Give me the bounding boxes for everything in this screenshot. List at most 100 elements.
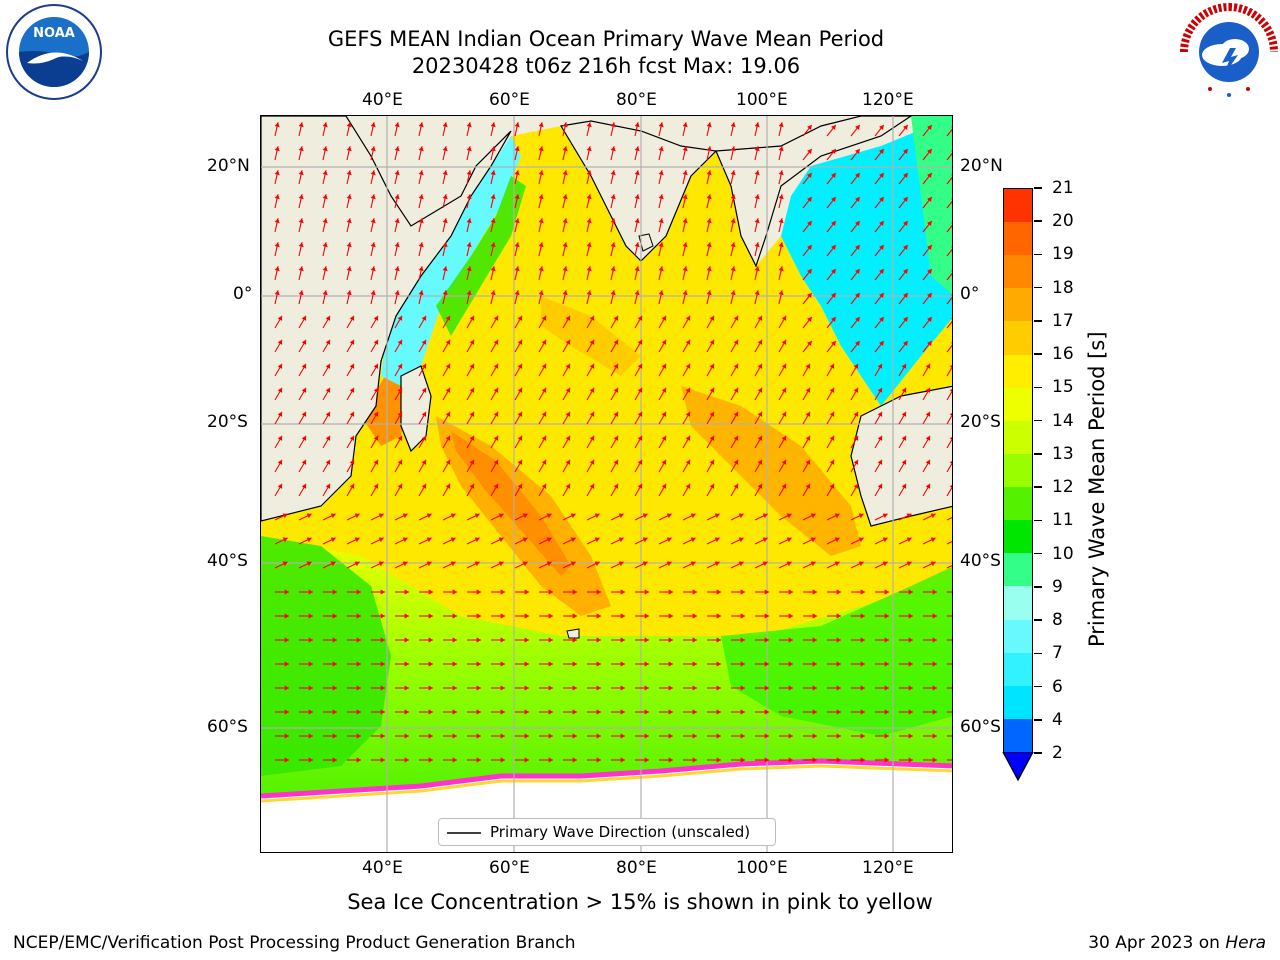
wave-arrow-head bbox=[788, 757, 793, 763]
wave-arrow-head bbox=[402, 537, 408, 543]
lon-tick-top: 40°E bbox=[362, 90, 403, 110]
wave-arrow-head bbox=[298, 122, 304, 128]
wave-arrow-head bbox=[682, 242, 688, 248]
wave-arrow-head bbox=[421, 339, 427, 345]
wave-arrow-head bbox=[356, 685, 361, 691]
wave-arrow-head bbox=[882, 561, 888, 567]
wave-arrow-head bbox=[901, 459, 907, 465]
lat-tick-right: 0° bbox=[960, 284, 980, 304]
wave-arrow-head bbox=[325, 483, 331, 489]
colorbar-tick-label: 11 bbox=[1052, 510, 1074, 531]
wave-arrow-head bbox=[301, 387, 307, 393]
wave-arrow-head bbox=[394, 242, 400, 248]
wave-arrow-head bbox=[538, 242, 544, 248]
wave-arrow-head bbox=[807, 245, 812, 250]
colorbar-tick-label: 15 bbox=[1052, 377, 1074, 398]
wave-arrow-head bbox=[322, 170, 328, 176]
colorbar-tick bbox=[1034, 519, 1042, 522]
wave-arrow-head bbox=[490, 266, 496, 272]
wave-arrow-head bbox=[927, 293, 932, 298]
wave-arrow-head bbox=[644, 661, 649, 667]
wave-arrow-head bbox=[476, 589, 481, 595]
wave-arrow-head bbox=[949, 388, 952, 392]
wave-arrow-head bbox=[706, 146, 712, 152]
wave-arrow-head bbox=[716, 661, 721, 667]
wave-arrow-head bbox=[901, 411, 907, 417]
wave-arrow-head bbox=[373, 459, 379, 465]
wave-arrow-head bbox=[807, 173, 812, 178]
wave-arrow-head bbox=[332, 613, 337, 619]
wave-arrow-head bbox=[927, 221, 932, 226]
wave-arrow-head bbox=[452, 589, 457, 595]
wave-arrow-head bbox=[949, 460, 952, 464]
wave-arrow-head bbox=[589, 387, 595, 393]
wave-arrow-head bbox=[517, 315, 523, 321]
wave-arrow-head bbox=[418, 122, 424, 128]
wave-arrow-head bbox=[812, 685, 817, 691]
wave-arrow-head bbox=[394, 194, 400, 200]
wave-arrow-head bbox=[836, 709, 841, 715]
wave-arrow-head bbox=[855, 269, 860, 274]
wave-arrow-head bbox=[618, 513, 624, 519]
wave-arrow-head bbox=[380, 661, 385, 667]
wave-arrow-head bbox=[709, 315, 715, 321]
wave-arrow-head bbox=[426, 561, 432, 567]
wave-arrow-head bbox=[330, 537, 336, 543]
wave-arrow-shaft bbox=[946, 438, 952, 449]
wave-arrow-head bbox=[474, 561, 480, 567]
wave-arrow-head bbox=[807, 197, 812, 202]
wave-arrow-head bbox=[380, 637, 385, 643]
wave-arrow-head bbox=[469, 483, 475, 489]
wave-arrow-head bbox=[930, 537, 936, 543]
wave-arrow-head bbox=[925, 387, 931, 393]
wave-arrow-head bbox=[514, 266, 520, 272]
wave-arrow-head bbox=[836, 685, 841, 691]
wave-arrow-head bbox=[805, 387, 811, 393]
wave-arrow-head bbox=[349, 339, 355, 345]
wave-arrow-head bbox=[858, 513, 864, 519]
wave-arrow-head bbox=[730, 122, 736, 128]
wave-arrow-head bbox=[445, 339, 451, 345]
wave-arrow-head bbox=[620, 637, 625, 643]
colorbar-tick-label: 19 bbox=[1052, 244, 1074, 265]
wave-arrow-head bbox=[855, 245, 860, 250]
wave-arrow-head bbox=[589, 363, 595, 369]
wave-arrow-head bbox=[308, 661, 313, 667]
wave-arrow-head bbox=[469, 459, 475, 465]
wave-arrow-head bbox=[541, 483, 547, 489]
wave-arrow-head bbox=[829, 483, 835, 489]
wave-arrow-head bbox=[764, 757, 769, 763]
wave-arrow-head bbox=[740, 709, 745, 715]
wave-arrow-head bbox=[469, 315, 475, 321]
wave-arrow-head bbox=[884, 589, 889, 595]
noaa-logo-text: NOAA bbox=[33, 26, 75, 41]
colorbar-tick bbox=[1034, 619, 1042, 621]
wave-arrow-head bbox=[450, 513, 456, 519]
wave-arrow-head bbox=[610, 122, 616, 128]
wave-arrow-shaft bbox=[946, 462, 952, 473]
colorbar-segment bbox=[1004, 222, 1032, 256]
green-patch-west bbox=[261, 536, 391, 776]
wave-arrow-head bbox=[733, 411, 739, 417]
wave-arrow-head bbox=[500, 661, 505, 667]
colorbar-tick bbox=[1034, 685, 1042, 688]
wave-arrow-head bbox=[754, 170, 760, 176]
wave-arrow-head bbox=[538, 170, 544, 176]
wave-arrow-head bbox=[692, 613, 697, 619]
wave-arrow-head bbox=[428, 589, 433, 595]
wave-arrow-head bbox=[613, 459, 619, 465]
wave-arrow-head bbox=[397, 315, 403, 321]
wave-arrow-head bbox=[716, 589, 721, 595]
wave-arrow-head bbox=[853, 435, 859, 441]
colorbar-tick-label: 16 bbox=[1052, 344, 1074, 365]
wave-arrow-head bbox=[877, 363, 883, 369]
wave-arrow-head bbox=[277, 411, 283, 417]
wave-arrow-head bbox=[620, 613, 625, 619]
wave-arrow-head bbox=[730, 218, 736, 224]
wave-arrow-head bbox=[421, 315, 427, 321]
wave-arrow-head bbox=[493, 387, 499, 393]
colorbar-segment bbox=[1004, 354, 1032, 388]
wave-arrow-head bbox=[834, 561, 840, 567]
wave-arrow-head bbox=[757, 435, 763, 441]
wave-arrow-head bbox=[644, 757, 649, 763]
